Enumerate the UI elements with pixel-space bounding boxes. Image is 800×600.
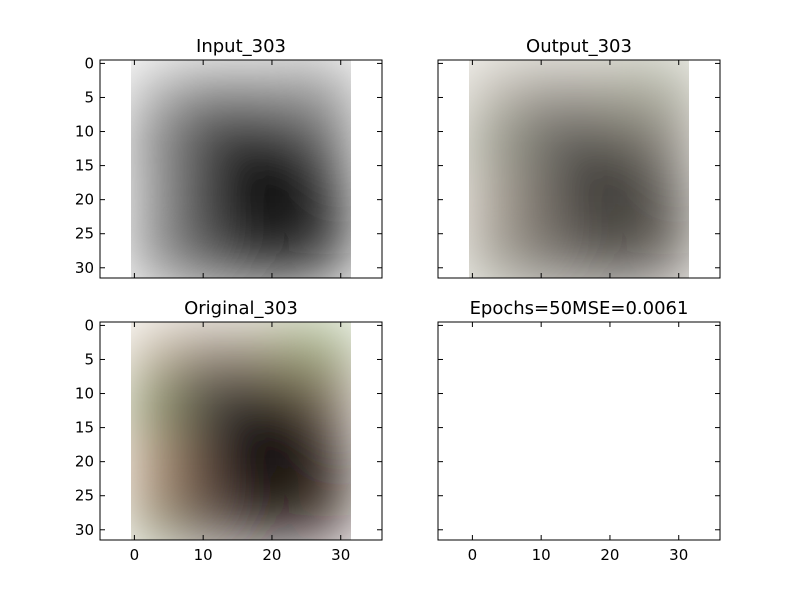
panel-title-original: Original_303: [184, 298, 298, 319]
panel-original: Original_303 0 5 10 15 20 25 30 0 10 20 30: [75, 298, 383, 564]
axes-frame-metrics: [437, 321, 721, 541]
xtick-label: 20: [262, 546, 281, 564]
panel-title-metrics: Epochs=50MSE=0.0061: [470, 298, 689, 319]
axes-frame-output: [437, 59, 721, 279]
panel-title-input: Input_303: [196, 36, 286, 57]
ytick-label: 15: [75, 419, 94, 437]
panel-output: Output_303: [437, 36, 721, 279]
panel-input: Input_303 0 5 10 15 20 25 30: [75, 36, 383, 279]
panel-metrics: Epochs=50MSE=0.0061 0 10 20 30: [437, 298, 721, 564]
ytick-label: 5: [84, 350, 94, 368]
axes-frame-original: [99, 321, 383, 541]
ytick-label: 10: [75, 385, 94, 403]
ytick-label: 5: [84, 88, 94, 106]
xtick-label: 30: [331, 546, 350, 564]
xtick-label: 30: [669, 546, 688, 564]
ytick-label: 30: [75, 521, 94, 539]
xtick-label: 0: [468, 546, 478, 564]
ytick-label: 25: [75, 487, 94, 505]
xtick-label: 10: [194, 546, 213, 564]
ytick-label: 0: [84, 316, 94, 334]
ytick-label: 25: [75, 225, 94, 243]
ytick-label: 30: [75, 259, 94, 277]
xtick-label: 20: [600, 546, 619, 564]
ytick-label: 10: [75, 123, 94, 141]
ytick-label: 15: [75, 157, 94, 175]
ytick-label: 20: [75, 453, 94, 471]
axes-frame-input: [99, 59, 383, 279]
original-image: [130, 322, 352, 540]
output-image: [468, 60, 690, 278]
input-image: [130, 60, 352, 278]
ytick-label: 20: [75, 191, 94, 209]
xtick-label: 0: [130, 546, 140, 564]
xtick-label: 10: [532, 546, 551, 564]
ytick-label: 0: [84, 54, 94, 72]
panel-title-output: Output_303: [526, 36, 632, 57]
